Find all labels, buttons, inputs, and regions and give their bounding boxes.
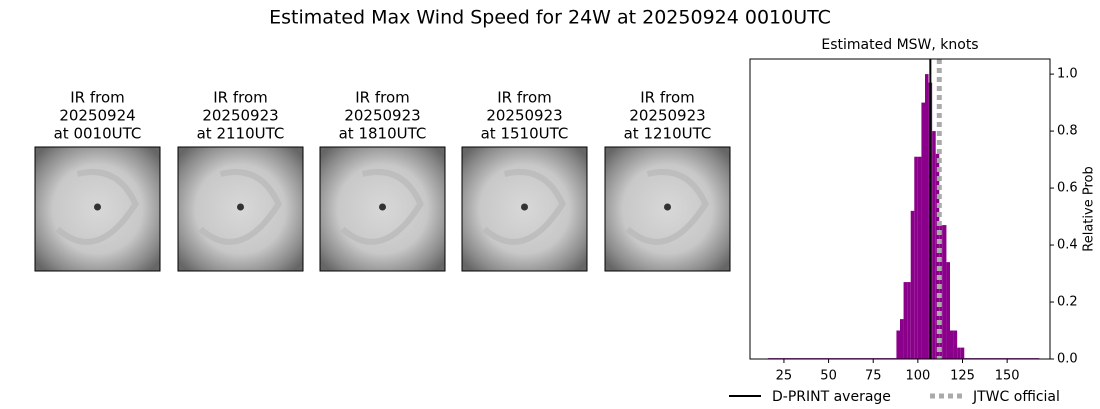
bar (935, 153, 940, 359)
y-tick-label: 0.4 (1057, 238, 1078, 253)
storm-eye (664, 203, 671, 211)
bar (946, 262, 950, 359)
y-axis-label: Relative Prob (1082, 166, 1097, 251)
panel-title: at 2110UTC (197, 125, 285, 143)
x-tick-label: 150 (995, 369, 1020, 384)
bar (903, 282, 908, 359)
y-tick-label: 0.0 (1057, 352, 1078, 367)
bar (921, 102, 925, 359)
panel-title: at 1810UTC (339, 125, 427, 143)
bar (900, 319, 904, 359)
cloud-band (625, 169, 709, 245)
panel-title: IR from (355, 89, 410, 107)
bar (957, 347, 961, 359)
histogram: Estimated MSW, knots D-PRINT average JTWC … (729, 37, 1097, 405)
chart-title: Estimated MSW, knots (821, 37, 978, 53)
panel-title: IR from (497, 89, 552, 107)
figure-title: Estimated Max Wind Speed for 24W at 2025… (269, 7, 831, 29)
bar (896, 330, 900, 359)
cloud-band (482, 169, 566, 245)
x-tick-label: 75 (865, 369, 882, 384)
bar (910, 210, 915, 359)
bar (950, 330, 954, 359)
panel-title: at 0010UTC (54, 125, 142, 143)
x-tick-label: 50 (820, 369, 837, 384)
panel-title: 20250923 (486, 107, 562, 125)
panel-title: 20250923 (202, 107, 278, 125)
storm-eye (521, 203, 528, 211)
legend-label: JTWC official (972, 389, 1060, 405)
y-tick-label: 0.2 (1057, 295, 1078, 310)
bar (960, 347, 965, 359)
panel-title: IR from (70, 89, 125, 107)
bar (953, 330, 958, 359)
bar (907, 282, 911, 359)
storm-eye (237, 203, 244, 211)
y-tick-label: 0.6 (1057, 181, 1078, 196)
x-tick-label: 125 (950, 369, 975, 384)
storm-eye (94, 203, 101, 211)
bar (932, 131, 936, 359)
bar (942, 225, 947, 359)
y-tick-label: 0.8 (1057, 124, 1078, 139)
panel-title: 20250923 (629, 107, 705, 125)
legend-label: D-PRINT average (772, 389, 891, 405)
bar (939, 225, 943, 359)
cloud-band (340, 169, 424, 245)
panel-title: IR from (640, 89, 695, 107)
panel-title: at 1510UTC (481, 125, 569, 143)
panel-title: 20250924 (59, 107, 135, 125)
bar (925, 74, 929, 359)
cloud-band (55, 169, 139, 245)
bar (914, 156, 918, 359)
x-tick-label: 100 (905, 369, 930, 384)
x-tick-label: 25 (776, 369, 793, 384)
storm-eye (379, 203, 386, 211)
y-tick-label: 1.0 (1057, 67, 1078, 82)
cloud-band (198, 169, 282, 245)
panel-title: 20250923 (344, 107, 420, 125)
panel-title: IR from (213, 89, 268, 107)
bar (917, 156, 922, 359)
plot-frame (749, 58, 1051, 360)
panel-title: at 1210UTC (624, 125, 712, 143)
